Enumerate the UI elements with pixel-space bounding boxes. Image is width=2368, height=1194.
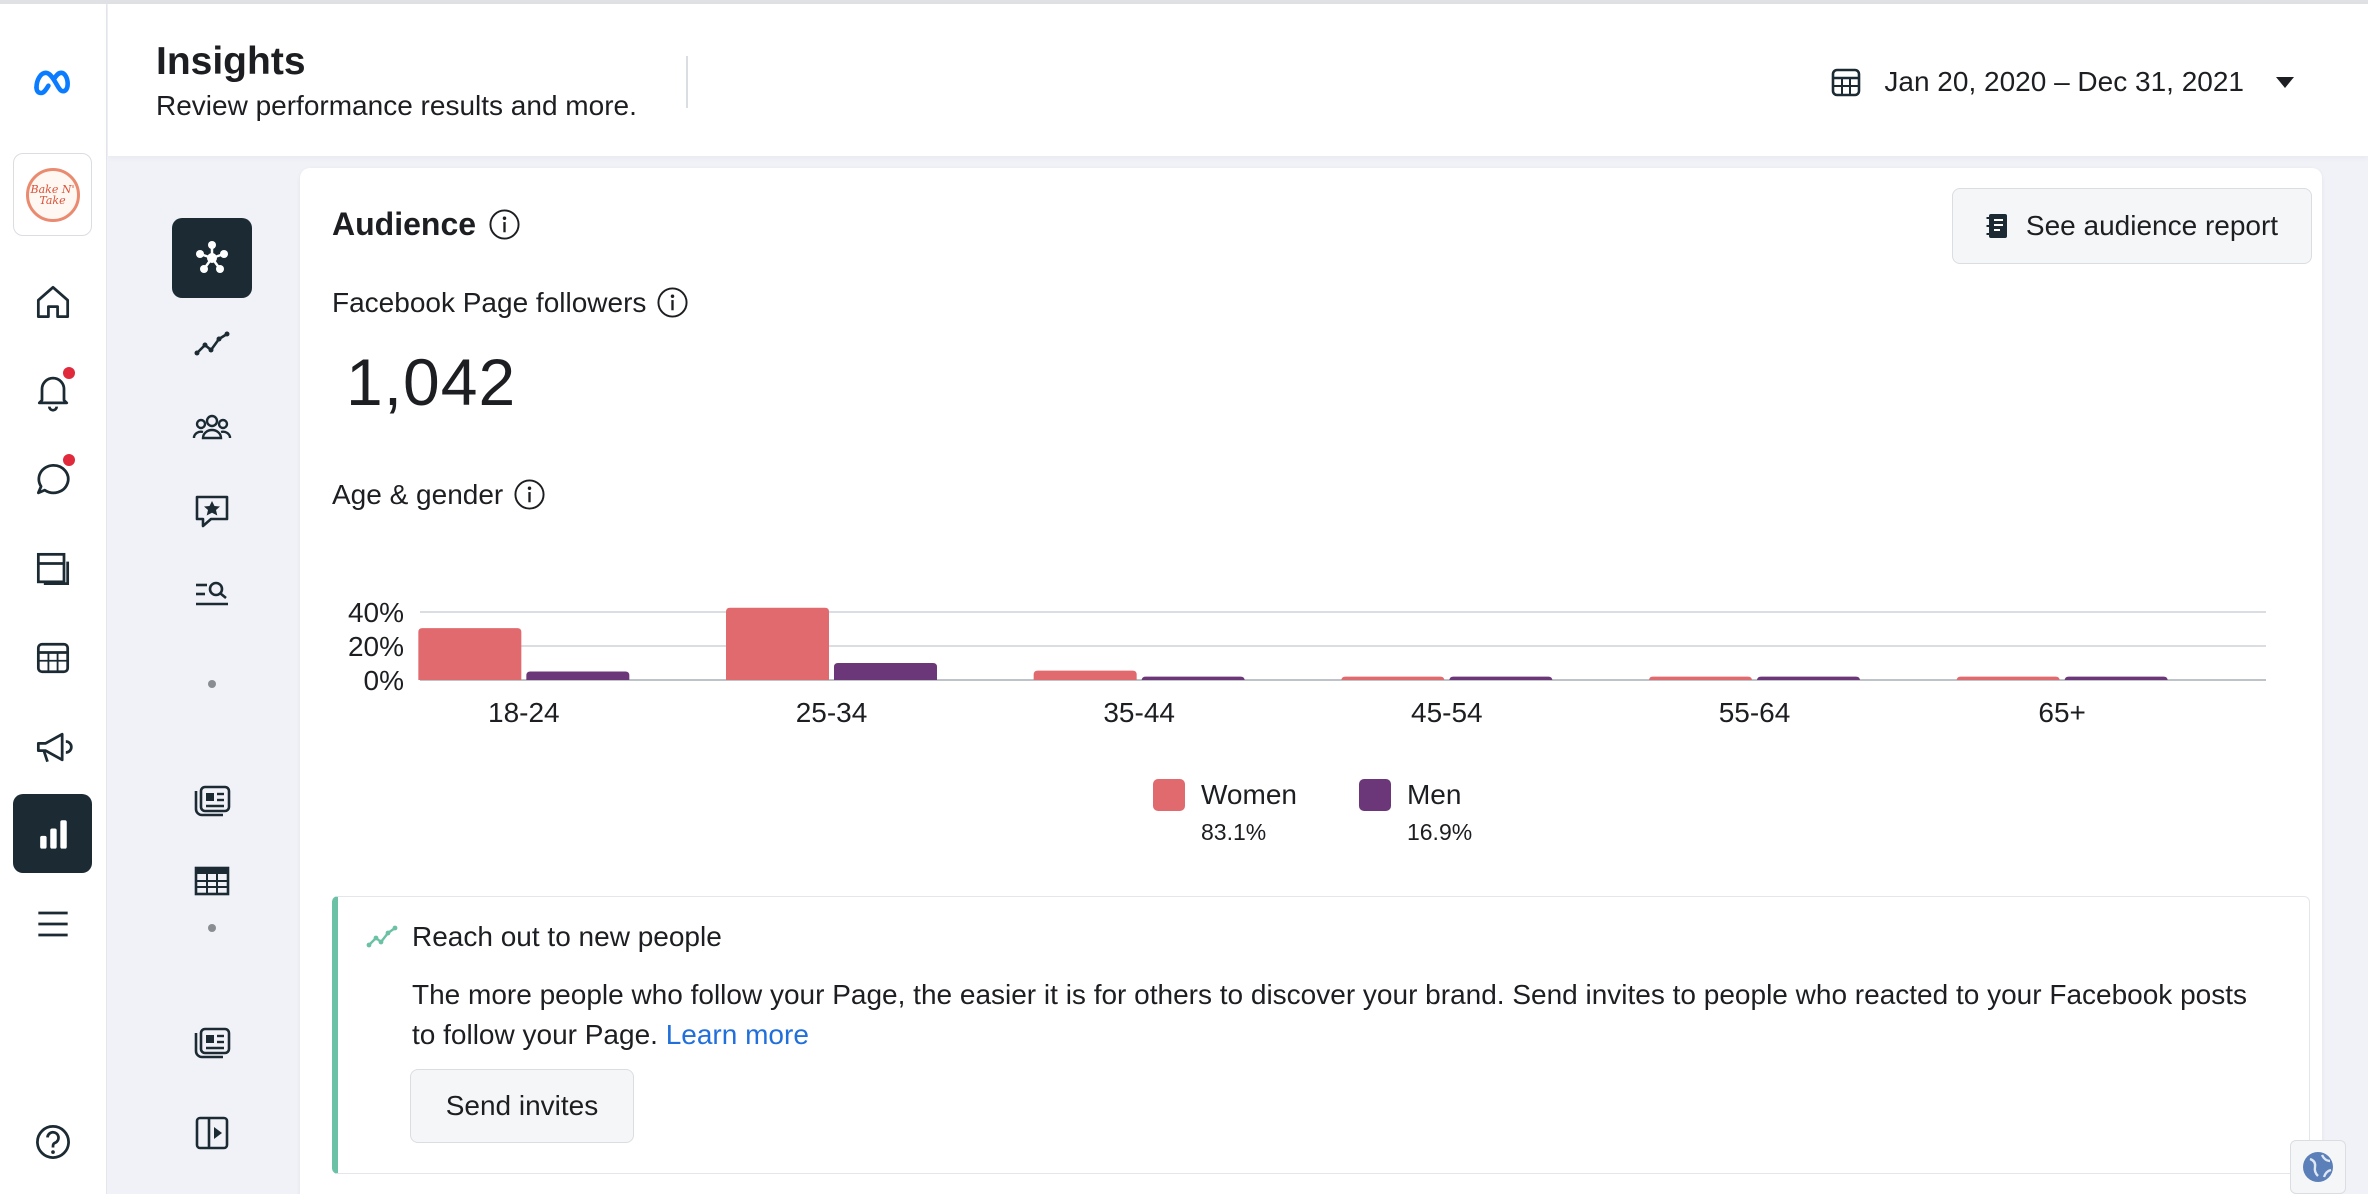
y-tick-label: 40% <box>348 597 404 628</box>
notification-badge <box>63 367 75 379</box>
bar-men-45-54 <box>1449 676 1553 681</box>
y-tick-label: 20% <box>348 631 404 662</box>
report-card-icon-2[interactable] <box>172 1000 252 1080</box>
bar-men-18-24 <box>526 671 630 680</box>
legend-item-women[interactable]: Women 83.1% <box>1153 779 1297 846</box>
feedback-icon[interactable] <box>172 470 252 550</box>
bar-men-65+ <box>2064 676 2168 681</box>
bar-women-55-64 <box>1649 676 1752 681</box>
legend-label-men: Men <box>1406 779 1462 810</box>
page-logo: Bake N' Take <box>25 167 80 222</box>
bar-women-65+ <box>1956 676 2060 681</box>
search-list-icon[interactable] <box>172 554 252 634</box>
learn-more-link[interactable]: Learn more <box>665 1019 809 1050</box>
legend-swatch-women <box>1153 779 1185 811</box>
header-divider <box>686 56 688 108</box>
trends-icon[interactable] <box>172 304 252 384</box>
bar-men-55-64 <box>1757 676 1860 681</box>
people-icon[interactable] <box>172 388 252 468</box>
table-icon[interactable] <box>172 841 252 921</box>
audience-section-title: Audience <box>332 206 521 243</box>
send-invites-button[interactable]: Send invites <box>410 1069 634 1143</box>
report-button-label: See audience report <box>2025 210 2279 241</box>
date-range-label: Jan 20, 2020 – Dec 31, 2021 <box>1884 66 2244 97</box>
report-card-icon[interactable] <box>172 758 252 838</box>
meta-logo-icon[interactable] <box>13 42 92 121</box>
followers-heading: Facebook Page followers <box>332 286 689 319</box>
info-icon[interactable] <box>488 208 521 241</box>
separator-dot <box>208 680 216 688</box>
legend-swatch-men <box>1358 779 1391 811</box>
messages-icon[interactable] <box>13 440 92 519</box>
insights-subnav <box>170 218 254 1150</box>
separator-dot <box>208 924 216 932</box>
age-gender-label: Age & gender <box>332 478 504 510</box>
media-icon[interactable] <box>172 1093 252 1173</box>
trend-line-icon <box>366 925 398 948</box>
page-avatar[interactable]: Bake N' Take <box>13 153 92 236</box>
planner-icon[interactable] <box>13 618 92 697</box>
x-tick-label: 35-44 <box>1103 697 1175 728</box>
calendar-icon <box>1832 68 1861 97</box>
bar-women-35-44 <box>1033 670 1137 680</box>
x-tick-label: 65+ <box>2038 697 2085 728</box>
page-title: Insights <box>156 40 306 83</box>
followers-label: Facebook Page followers <box>332 286 647 318</box>
bar-women-18-24 <box>418 628 522 680</box>
followers-count: 1,042 <box>346 345 517 419</box>
audience-card: Audience See audience report Facebook Pa… <box>300 168 2322 1194</box>
chart-legend: Women 83.1% Men 16.9% <box>1153 779 1472 846</box>
tip-heading: Reach out to new people <box>366 921 722 953</box>
see-audience-report-button[interactable]: See audience report <box>1952 188 2312 264</box>
tip-body: The more people who follow your Page, th… <box>412 975 2272 1055</box>
age-gender-heading: Age & gender <box>332 478 546 511</box>
x-tick-label: 45-54 <box>1411 697 1483 728</box>
legend-item-men[interactable]: Men 16.9% <box>1358 779 1473 846</box>
page-subtitle: Review performance results and more. <box>156 90 637 121</box>
tip-body-text: The more people who follow your Page, th… <box>412 979 2248 1050</box>
insights-icon[interactable] <box>13 794 92 873</box>
bar-women-25-34 <box>726 607 829 680</box>
audience-icon[interactable] <box>172 218 252 298</box>
bar-men-35-44 <box>1141 676 1245 681</box>
home-icon[interactable] <box>13 262 92 341</box>
message-badge <box>63 454 75 466</box>
help-icon[interactable] <box>13 1102 92 1181</box>
legend-pct-women: 83.1% <box>1201 819 1267 845</box>
x-tick-label: 55-64 <box>1719 697 1791 728</box>
info-icon[interactable] <box>513 478 546 511</box>
ads-icon[interactable] <box>13 707 92 786</box>
bar-women-45-54 <box>1341 676 1445 681</box>
reach-new-people-tip: Reach out to new people The more people … <box>332 896 2310 1174</box>
age-gender-chart: 0%20%40% 18-24 25-34 35-44 45-54 55-64 65+ <box>348 597 2266 728</box>
audience-title: Audience <box>332 206 477 242</box>
page-header: Insights Review performance results and … <box>108 4 2368 156</box>
legend-pct-men: 16.9% <box>1406 819 1473 845</box>
notifications-icon[interactable] <box>13 351 92 430</box>
info-icon[interactable] <box>656 286 689 319</box>
y-tick-label: 0% <box>364 665 404 696</box>
chevron-down-icon <box>2276 76 2294 88</box>
globe-icon <box>2303 1152 2333 1182</box>
bar-men-25-34 <box>834 663 937 680</box>
language-globe-button[interactable] <box>2290 1140 2346 1194</box>
global-sidebar: Bake N' Take <box>0 4 107 1194</box>
window-top-border <box>0 0 2368 4</box>
legend-label-women: Women <box>1201 779 1297 810</box>
menu-icon[interactable] <box>13 884 92 963</box>
x-tick-label: 18-24 <box>488 697 560 728</box>
report-book-icon <box>1986 214 2007 238</box>
date-range-picker[interactable]: Jan 20, 2020 – Dec 31, 2021 <box>1830 60 2294 104</box>
content-icon[interactable] <box>13 529 92 608</box>
x-tick-label: 25-34 <box>796 697 868 728</box>
tip-title: Reach out to new people <box>412 921 722 952</box>
